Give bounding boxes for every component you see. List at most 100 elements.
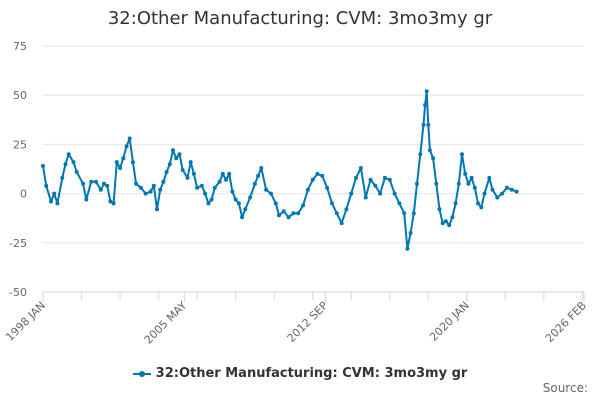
data-point [111,201,116,206]
data-point [469,175,474,180]
data-point [358,166,363,170]
data-point [424,89,429,94]
data-point [217,179,222,184]
data-point [143,191,148,196]
data-point [405,246,410,251]
data-point [427,148,432,153]
data-point [421,122,426,127]
data-point [52,191,57,196]
data-point [134,181,139,186]
data-point [354,175,358,180]
data-point [41,164,45,168]
data-point [463,171,468,176]
y-axis: 75 50 25 0 -25 -50 [9,40,27,299]
data-point [334,211,339,216]
data-point [158,187,163,192]
data-point [233,197,238,202]
data-point [310,177,315,182]
data-point [84,197,89,202]
y-tick-label: -25 [9,237,27,250]
data-point [500,191,505,196]
data-point [450,215,455,220]
data-point [363,195,368,200]
data-point [315,171,320,176]
data-point [487,175,492,180]
data-point [236,201,241,206]
x-tick-label: 2012 SEP [285,299,331,345]
legend[interactable]: 32:Other Manufacturing: CVM: 3mo3my gr [0,366,600,381]
data-point [185,175,190,180]
x-tick-label: 2026 FEB [543,299,589,345]
data-point [320,173,325,178]
data-point [415,181,419,186]
data-point [466,181,471,186]
data-point [195,185,200,190]
data-point [325,185,330,190]
data-point [378,191,383,196]
data-point [94,179,98,184]
x-tick-label: 1998 JAN [3,299,48,344]
data-point [479,205,484,210]
data-point [55,201,60,206]
data-point [387,177,392,182]
data-point [206,201,211,206]
chart-title: 32:Other Manufacturing: CVM: 3mo3my gr [107,8,493,29]
series-group [41,89,519,251]
data-point [174,156,179,161]
data-point [456,181,461,186]
data-point [108,199,113,204]
data-point [273,201,278,206]
data-point [188,160,193,165]
data-point [286,215,291,220]
data-point [63,162,68,167]
data-point [256,173,261,178]
y-tick-label: 50 [13,89,27,102]
data-point [296,211,301,216]
data-point [81,181,86,186]
data-point [209,197,214,202]
data-point [443,219,448,224]
data-point [402,211,407,216]
data-point [339,221,344,226]
data-point [167,162,172,167]
data-point [171,148,175,153]
data-point [269,191,273,196]
data-point [220,171,225,176]
data-point [418,152,423,157]
data-point [423,103,428,107]
data-point [155,207,159,212]
data-point [411,211,416,216]
data-point [203,191,208,196]
data-point [259,166,264,170]
data-point [98,187,103,192]
data-point [180,168,185,172]
data-point [177,152,182,157]
data-point [281,209,286,214]
data-point [130,160,135,165]
data-point [397,201,402,206]
data-point [66,152,71,157]
data-point [151,183,156,188]
data-point [392,191,397,196]
data-point [118,166,123,170]
data-point [49,199,53,204]
data-point [472,185,477,190]
y-tick-label: -50 [9,286,27,299]
source-label: Source: [542,381,588,395]
data-point [440,221,445,226]
data-point [114,160,119,165]
x-tick-label: 2005 MAY [142,299,190,347]
data-point [102,181,106,186]
legend-series-label[interactable]: 32:Other Manufacturing: CVM: 3mo3my gr [155,366,468,381]
data-point [431,156,436,161]
data-point [495,195,500,200]
data-point [490,187,495,192]
x-axis: 1998 JAN 2005 MAY 2012 SEP 2020 JAN 2026 FEB [3,291,589,347]
data-point [344,207,349,212]
data-point [89,179,94,184]
data-point [212,185,217,190]
y-tick-label: 75 [13,40,27,53]
data-point [121,156,126,161]
data-point [199,183,204,188]
